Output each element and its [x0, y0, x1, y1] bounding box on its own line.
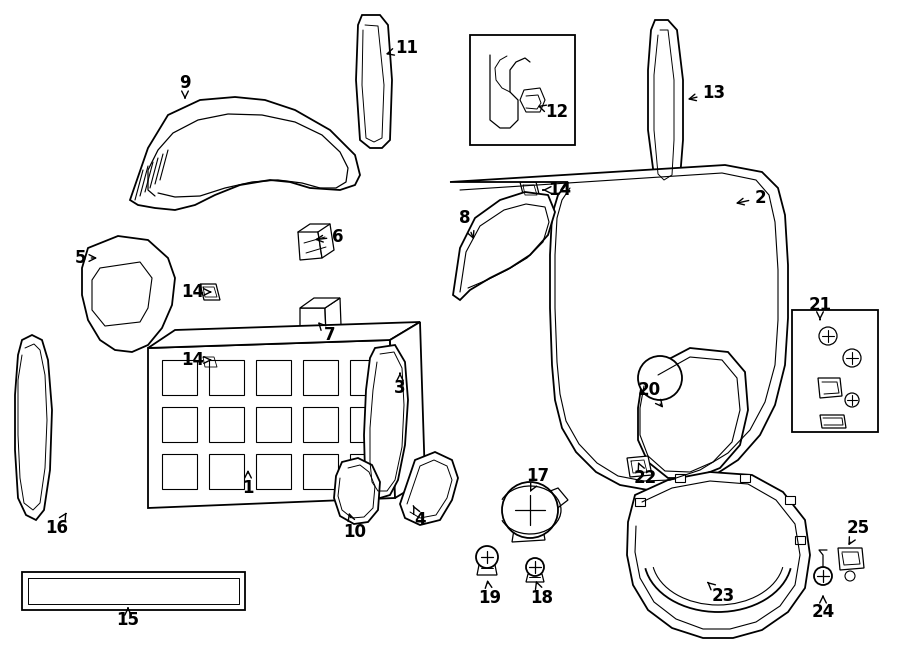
Polygon shape [200, 354, 220, 370]
Text: 16: 16 [46, 514, 68, 537]
Text: 25: 25 [846, 519, 869, 544]
Text: 18: 18 [530, 582, 554, 607]
Polygon shape [638, 348, 748, 478]
Text: 9: 9 [179, 74, 191, 98]
Circle shape [845, 393, 859, 407]
Text: 6: 6 [316, 228, 344, 246]
Polygon shape [162, 454, 197, 489]
Text: 14: 14 [182, 283, 211, 301]
Polygon shape [648, 20, 683, 186]
Text: 5: 5 [74, 249, 95, 267]
Polygon shape [15, 335, 52, 520]
Polygon shape [162, 407, 197, 442]
Text: 3: 3 [394, 373, 406, 397]
Polygon shape [795, 536, 805, 544]
Polygon shape [325, 298, 341, 335]
Polygon shape [209, 407, 244, 442]
Polygon shape [356, 15, 392, 148]
Text: 11: 11 [387, 39, 418, 57]
Polygon shape [148, 340, 395, 508]
Polygon shape [303, 407, 338, 442]
Polygon shape [350, 454, 385, 489]
Circle shape [638, 356, 682, 400]
Text: 8: 8 [459, 209, 473, 238]
Polygon shape [820, 415, 846, 428]
Polygon shape [318, 224, 334, 258]
Polygon shape [785, 496, 795, 504]
Polygon shape [256, 360, 291, 395]
Text: 2: 2 [737, 189, 766, 207]
Text: 1: 1 [242, 471, 254, 497]
Polygon shape [92, 262, 152, 326]
Polygon shape [209, 360, 244, 395]
Polygon shape [334, 458, 380, 524]
Polygon shape [675, 474, 685, 482]
Circle shape [476, 546, 498, 568]
Text: 4: 4 [413, 506, 426, 529]
Polygon shape [520, 88, 545, 112]
Text: 23: 23 [707, 582, 734, 605]
Text: 10: 10 [344, 514, 366, 541]
Polygon shape [520, 182, 540, 198]
Polygon shape [350, 407, 385, 442]
Polygon shape [400, 452, 458, 525]
Polygon shape [162, 360, 197, 395]
Polygon shape [350, 360, 385, 395]
Polygon shape [450, 165, 788, 490]
Text: 22: 22 [634, 463, 657, 487]
Polygon shape [364, 345, 408, 498]
Text: 14: 14 [182, 351, 211, 369]
Polygon shape [627, 472, 810, 638]
FancyBboxPatch shape [470, 35, 575, 145]
Text: 19: 19 [479, 581, 501, 607]
Polygon shape [627, 456, 652, 477]
Text: 20: 20 [637, 381, 662, 407]
Circle shape [814, 567, 832, 585]
Text: 17: 17 [526, 467, 550, 491]
Polygon shape [209, 454, 244, 489]
Polygon shape [740, 474, 750, 482]
Polygon shape [130, 97, 360, 210]
Circle shape [526, 558, 544, 576]
Text: 14: 14 [543, 181, 572, 199]
Polygon shape [540, 488, 568, 510]
Polygon shape [303, 454, 338, 489]
Circle shape [502, 482, 558, 538]
Polygon shape [477, 565, 497, 575]
Polygon shape [256, 407, 291, 442]
Text: 7: 7 [319, 323, 336, 344]
Text: 24: 24 [812, 596, 834, 621]
Polygon shape [300, 298, 340, 308]
Text: 13: 13 [689, 84, 725, 102]
Polygon shape [838, 548, 864, 570]
Polygon shape [526, 574, 544, 582]
Text: 12: 12 [539, 103, 569, 121]
Polygon shape [256, 454, 291, 489]
Polygon shape [635, 498, 645, 506]
Polygon shape [298, 232, 322, 260]
Text: 21: 21 [808, 296, 832, 319]
Circle shape [819, 327, 837, 345]
Polygon shape [82, 236, 175, 352]
Text: 15: 15 [116, 608, 140, 629]
Polygon shape [300, 308, 326, 336]
Polygon shape [390, 322, 425, 498]
Polygon shape [792, 310, 878, 432]
Polygon shape [200, 284, 220, 300]
Polygon shape [512, 523, 545, 542]
Circle shape [843, 349, 861, 367]
Polygon shape [453, 192, 555, 300]
Polygon shape [303, 360, 338, 395]
Circle shape [845, 571, 855, 581]
Polygon shape [148, 322, 420, 348]
Polygon shape [22, 572, 245, 610]
Polygon shape [505, 490, 528, 510]
Polygon shape [818, 378, 842, 398]
